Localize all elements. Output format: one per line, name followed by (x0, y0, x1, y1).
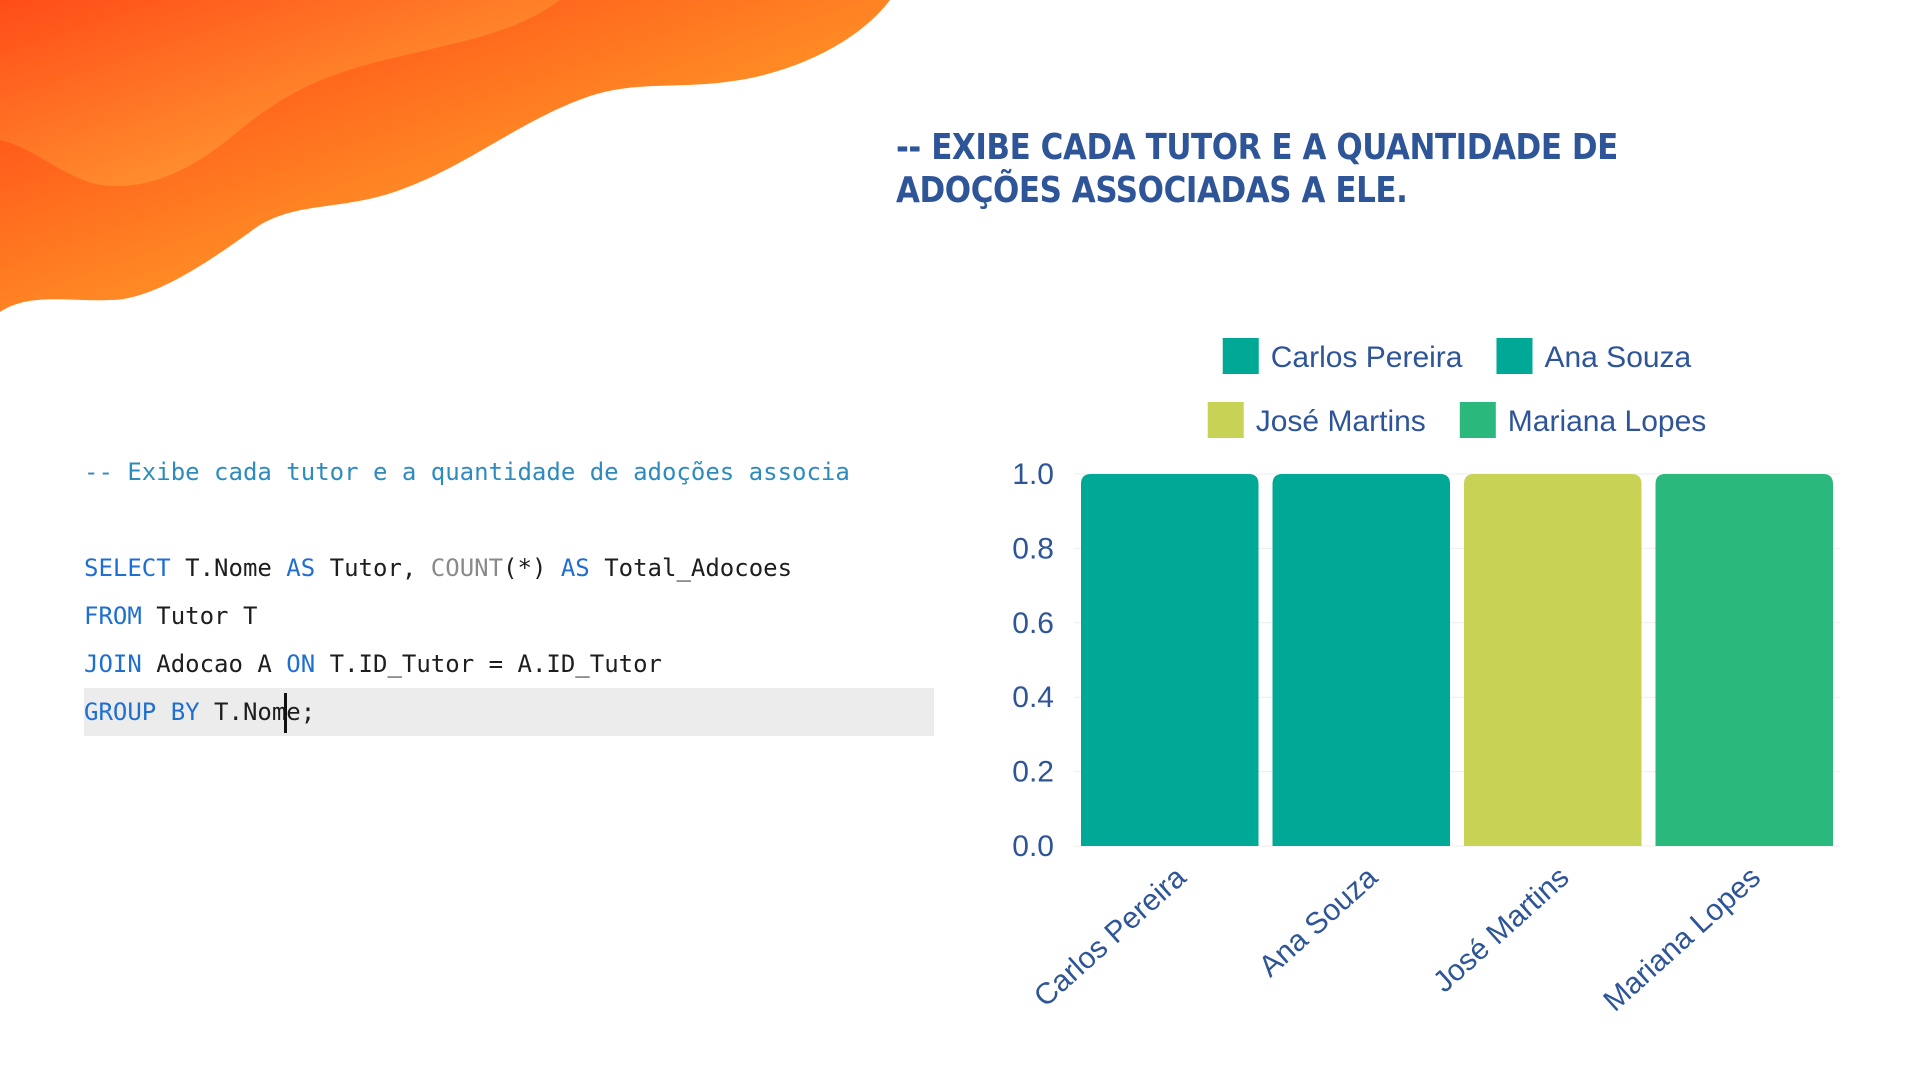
code-token: Tutor, (315, 554, 431, 582)
sql-code-editor[interactable]: -- Exibe cada tutor e a quantidade de ad… (84, 448, 934, 748)
code-line-5[interactable]: JOIN Adocao A ON T.ID_Tutor = A.ID_Tutor (84, 640, 662, 688)
bar-jos-martins (1464, 474, 1642, 846)
y-tick-label: 1.0 (1012, 458, 1054, 491)
legend-swatch (1207, 402, 1244, 438)
legend-label: Mariana Lopes (1508, 405, 1706, 438)
text-cursor (284, 693, 288, 733)
y-tick-label: 0.6 (1012, 607, 1054, 640)
code-token: JOIN (84, 650, 142, 678)
code-token: Total_Adocoes (589, 554, 793, 582)
page-heading: -- EXIBE CADA TUTOR E A QUANTIDADE DE AD… (896, 127, 1618, 211)
code-token: Adocao A (141, 650, 287, 678)
code-token: FROM (84, 602, 142, 630)
legend-swatch (1459, 402, 1496, 438)
legend-label: José Martins (1256, 405, 1426, 438)
code-token: GROUP BY (84, 698, 200, 726)
bar-ana-souza (1272, 474, 1450, 846)
code-line-6[interactable]: GROUP BY T.Nome; (84, 688, 934, 736)
code-token: T.Nom (199, 698, 287, 726)
x-tick-label: José Martins (1427, 861, 1575, 999)
x-tick-label: Ana Souza (1253, 860, 1384, 983)
x-tick-label: Carlos Pereira (1028, 860, 1193, 1013)
decorative-wave-shape (0, 0, 890, 312)
legend-swatch (1222, 338, 1259, 374)
y-tick-label: 0.8 (1012, 532, 1054, 565)
code-token: -- Exibe cada tutor e a quantidade de ad… (84, 458, 850, 486)
code-token: COUNT (430, 554, 504, 582)
code-token: AS (286, 554, 316, 582)
y-tick-label: 0.0 (1012, 830, 1054, 863)
code-line-4[interactable]: FROM Tutor T (84, 592, 257, 640)
code-token: AS (560, 554, 590, 582)
x-tick-label: Mariana Lopes (1597, 861, 1767, 1018)
code-line-3[interactable]: SELECT T.Nome AS Tutor, COUNT(*) AS Tota… (84, 544, 792, 592)
code-token: ON (286, 650, 316, 678)
code-token: e; (286, 698, 316, 726)
code-line-1[interactable]: -- Exibe cada tutor e a quantidade de ad… (84, 448, 850, 496)
legend-swatch (1496, 338, 1533, 374)
code-token: (*) (503, 554, 561, 582)
code-token: SELECT (84, 554, 171, 582)
code-token: T.Nome (170, 554, 287, 582)
bar-mariana-lopes (1655, 474, 1833, 846)
legend-label: Ana Souza (1544, 341, 1691, 374)
code-token: T.ID_Tutor = A.ID_Tutor (315, 650, 662, 678)
y-tick-label: 0.4 (1012, 681, 1054, 714)
legend-label: Carlos Pereira (1271, 341, 1463, 374)
code-token: Tutor T (141, 602, 258, 630)
y-tick-label: 0.2 (1012, 756, 1054, 789)
bar-carlos-pereira (1081, 474, 1259, 846)
